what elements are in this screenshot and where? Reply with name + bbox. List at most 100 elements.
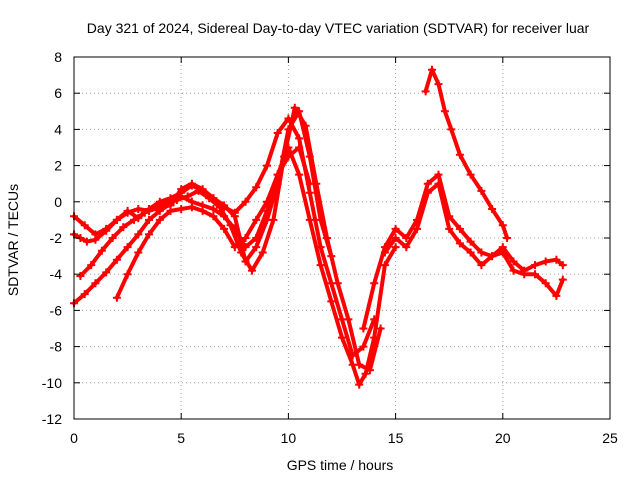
data-point <box>391 234 400 242</box>
series-line <box>382 181 565 298</box>
data-point <box>123 243 132 252</box>
data-point <box>134 205 143 213</box>
data-point <box>558 261 567 270</box>
data-point <box>305 179 314 188</box>
x-tick-label: 25 <box>602 430 618 446</box>
data-point <box>108 234 117 242</box>
data-point <box>391 243 400 252</box>
y-tick-label: 8 <box>54 49 62 65</box>
data-point <box>151 203 160 212</box>
data-point <box>428 65 436 74</box>
data-point <box>440 107 449 116</box>
data-point <box>252 215 261 224</box>
data-point <box>488 205 497 213</box>
x-tick-label: 5 <box>177 430 185 446</box>
data-point <box>488 252 497 261</box>
data-point <box>305 188 314 197</box>
data-point <box>344 315 353 324</box>
data-point <box>316 261 325 270</box>
data-point <box>263 197 271 206</box>
data-point <box>119 223 128 232</box>
data-point <box>455 224 464 233</box>
data-point <box>258 248 267 257</box>
data-point <box>177 188 186 197</box>
series-track-h <box>421 65 512 242</box>
data-point <box>316 243 325 252</box>
data-point <box>477 248 486 257</box>
data-point <box>498 248 507 257</box>
data-point <box>284 152 293 161</box>
ticks: 0 5 10 15 20 25 -12 -10 -8 -6 -4 -2 0 2 4 6 8 <box>42 49 618 446</box>
data-point <box>380 261 389 270</box>
data-point <box>327 297 336 306</box>
data-point <box>80 221 89 230</box>
data-point <box>230 212 239 221</box>
data-point <box>370 279 379 288</box>
x-tick-label: 15 <box>388 430 404 446</box>
data-point <box>520 270 529 279</box>
data-point <box>252 183 261 192</box>
data-point <box>477 186 486 195</box>
y-tick-label: 6 <box>54 85 62 101</box>
data-point <box>376 324 385 333</box>
data-point <box>112 255 121 264</box>
data-point <box>209 205 218 213</box>
data-point <box>177 205 186 213</box>
data-point <box>509 266 518 275</box>
y-axis-title: SDTVAR / TECUs <box>5 184 21 296</box>
data-point <box>447 125 456 134</box>
data-point <box>187 181 196 190</box>
y-tick-label: -12 <box>42 411 62 427</box>
x-tick-label: 0 <box>70 430 78 446</box>
y-tick-label: -6 <box>50 302 63 318</box>
data-point <box>112 215 121 224</box>
data-point <box>140 208 149 217</box>
data-point <box>380 248 389 257</box>
data-point <box>445 224 454 233</box>
data-point <box>552 255 561 264</box>
series-track-e <box>112 143 314 302</box>
data-point <box>391 224 400 233</box>
data-point <box>421 87 430 96</box>
y-tick-label: 0 <box>54 194 62 210</box>
data-point <box>220 201 229 210</box>
data-point <box>466 170 475 179</box>
data-point <box>198 206 207 215</box>
data-point <box>130 215 138 224</box>
data-point <box>252 243 261 252</box>
data-point <box>305 215 314 224</box>
data-point <box>455 239 464 248</box>
data-point <box>295 143 304 152</box>
data-point <box>194 186 203 195</box>
data-point <box>80 290 89 299</box>
data-point <box>248 266 256 275</box>
data-point <box>162 199 171 208</box>
data-point <box>423 179 432 188</box>
data-point <box>434 80 443 89</box>
data-point <box>112 293 121 302</box>
data-point <box>413 224 421 233</box>
data-point <box>269 215 278 224</box>
data-point <box>241 234 250 242</box>
data-point <box>102 224 111 233</box>
series-track-d <box>76 103 385 375</box>
data-point <box>205 194 214 203</box>
data-point <box>531 270 539 279</box>
data-point <box>230 243 239 252</box>
data-point <box>355 380 364 389</box>
data-point <box>87 261 96 270</box>
data-point <box>301 121 310 130</box>
data-point <box>359 324 368 333</box>
data-point <box>434 179 443 188</box>
grid <box>74 57 610 419</box>
data-point <box>172 196 181 204</box>
data-point <box>237 248 246 257</box>
y-tick-label: -4 <box>50 266 63 282</box>
data-point <box>531 261 539 270</box>
data-point <box>323 234 331 242</box>
data-point <box>97 246 106 255</box>
data-point <box>123 270 132 279</box>
y-tick-label: 4 <box>54 121 62 137</box>
data-point <box>166 206 175 215</box>
